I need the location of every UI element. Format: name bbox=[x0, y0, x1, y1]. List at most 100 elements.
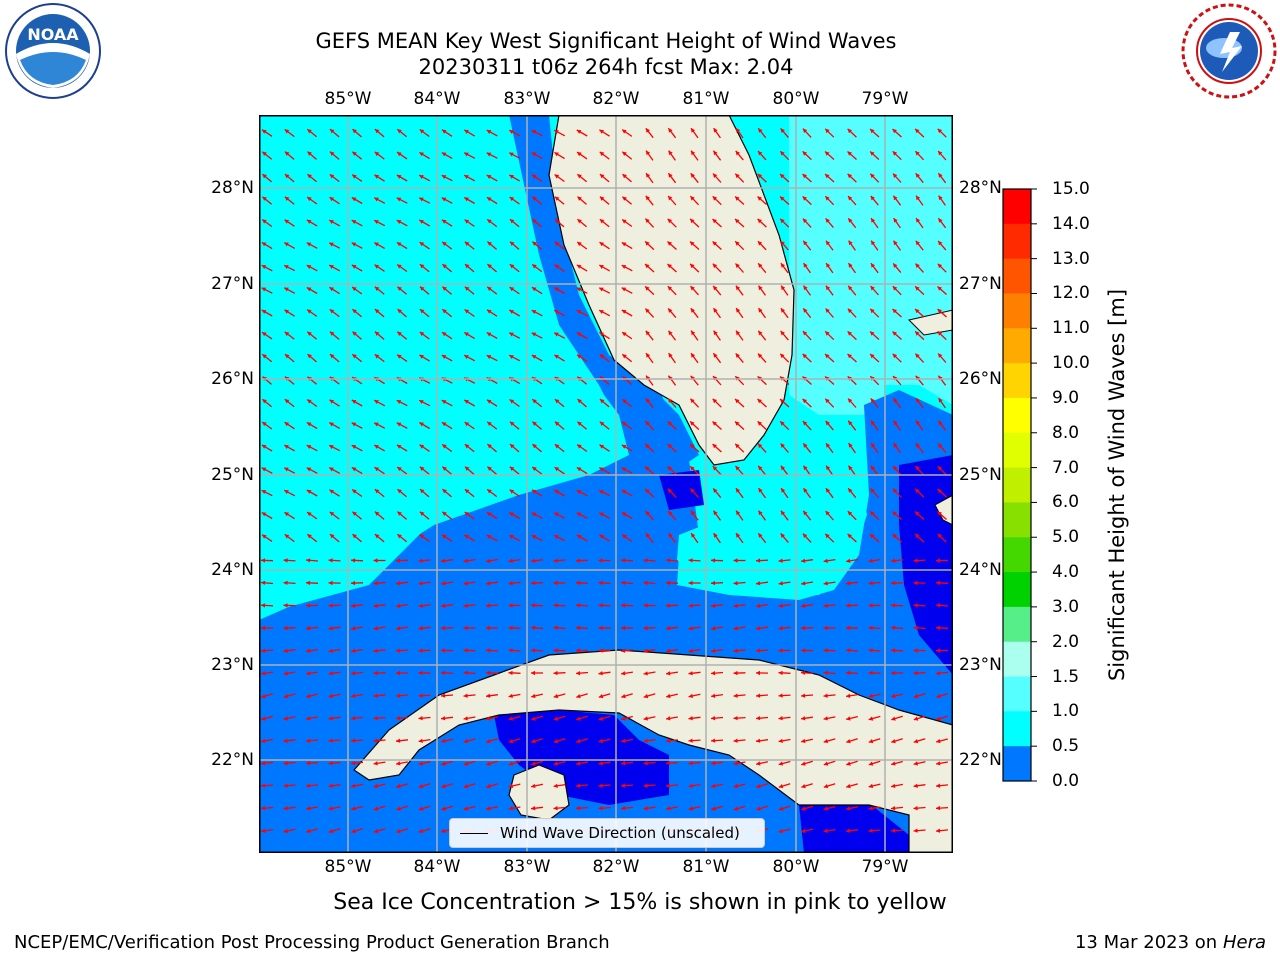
lon-tick-top: 80°W bbox=[772, 89, 820, 109]
wave-arrow-head bbox=[463, 716, 468, 721]
colorbar-segment bbox=[1003, 397, 1031, 434]
wave-arrow-head bbox=[261, 512, 267, 517]
wave-arrow-head bbox=[329, 151, 335, 156]
wave-arrow-head bbox=[532, 399, 537, 404]
colorbar-tick-label: 12.0 bbox=[1052, 283, 1090, 304]
wave-arrow-head bbox=[599, 332, 604, 337]
wave-arrow-head bbox=[847, 308, 853, 314]
wave-arrow-head bbox=[868, 716, 874, 721]
wave-arrow-head bbox=[261, 806, 266, 811]
wave-arrow-head bbox=[554, 241, 560, 246]
wave-arrow-head bbox=[508, 806, 513, 811]
wave-arrow-head bbox=[396, 197, 402, 202]
wave-arrow-head bbox=[374, 511, 380, 516]
wave-arrow-head bbox=[442, 309, 447, 314]
wave-arrow-head bbox=[736, 128, 741, 133]
wave-arrow-head bbox=[846, 693, 851, 698]
wave-arrow-head bbox=[351, 558, 356, 563]
wave-arrow-head bbox=[531, 739, 536, 744]
wave-arrow-head bbox=[307, 331, 312, 336]
wave-arrow-head bbox=[711, 648, 716, 653]
wave-arrow-head bbox=[733, 648, 738, 653]
wave-arrow-head bbox=[668, 308, 673, 313]
wave-arrow-head bbox=[712, 444, 717, 449]
colorbar-tick-label: 1.0 bbox=[1052, 701, 1080, 722]
wave-arrow-head bbox=[261, 603, 266, 608]
wave-arrow-head bbox=[419, 422, 424, 427]
wave-arrow-head bbox=[913, 761, 918, 766]
lat-tick-right: 24°N bbox=[959, 560, 1002, 580]
wave-arrow-head bbox=[848, 465, 853, 471]
wave-arrow-head bbox=[847, 534, 852, 539]
wave-arrow-head bbox=[508, 739, 514, 744]
wave-arrow-head bbox=[261, 671, 266, 676]
wave-arrow-head bbox=[329, 354, 335, 359]
wave-arrow-head bbox=[622, 174, 627, 179]
wave-arrow-head bbox=[893, 398, 898, 403]
wave-arrow-head bbox=[915, 466, 920, 471]
wave-arrow-head bbox=[352, 174, 357, 179]
wave-arrow-head bbox=[464, 175, 469, 179]
wave-arrow-head bbox=[396, 648, 401, 653]
wave-arrow-head bbox=[870, 354, 875, 359]
wave-arrow-head bbox=[284, 265, 289, 269]
wave-arrow-head bbox=[576, 716, 581, 721]
wave-arrow-head bbox=[487, 241, 492, 246]
wave-arrow-head bbox=[870, 398, 875, 403]
wave-arrow-head bbox=[666, 626, 671, 631]
footer-date: 13 Mar 2023 on Hera bbox=[1075, 932, 1266, 953]
wave-arrow-head bbox=[486, 558, 491, 563]
wave-arrow-head bbox=[690, 510, 695, 516]
wave-arrow-head bbox=[351, 445, 357, 449]
wave-arrow-head bbox=[328, 783, 333, 788]
wave-arrow-head bbox=[735, 196, 740, 201]
wave-arrow-head bbox=[396, 603, 401, 608]
wave-arrow-head bbox=[712, 398, 718, 404]
wave-arrow-head bbox=[938, 173, 943, 178]
wave-arrow-head bbox=[373, 716, 378, 721]
wave-arrow-head bbox=[373, 806, 379, 811]
wave-arrow-head bbox=[848, 285, 853, 291]
footer-branch: NCEP/EMC/Verification Post Processing Pr… bbox=[14, 932, 610, 953]
wave-arrow-head bbox=[913, 783, 918, 788]
wave-arrow-head bbox=[666, 806, 671, 811]
wave-arrow-head bbox=[713, 488, 718, 493]
wave-arrow-head bbox=[508, 670, 513, 676]
wave-arrow-head bbox=[352, 534, 357, 539]
wave-arrow-head bbox=[531, 648, 536, 653]
wave-arrow-head bbox=[848, 240, 853, 246]
wave-arrow-head bbox=[420, 286, 425, 291]
wave-arrow-head bbox=[463, 625, 468, 631]
wave-arrow-head bbox=[261, 738, 266, 743]
wave-arrow-head bbox=[848, 196, 853, 201]
wave-arrow-head bbox=[553, 648, 558, 653]
wave-arrow-head bbox=[801, 693, 806, 698]
wave-arrow-head bbox=[846, 670, 851, 676]
wave-arrow-head bbox=[757, 173, 763, 179]
wave-arrow-head bbox=[915, 240, 920, 246]
wave-arrow-head bbox=[690, 488, 695, 493]
wave-arrow-head bbox=[598, 625, 603, 631]
wave-arrow-head bbox=[554, 264, 560, 269]
wave-arrow-head bbox=[823, 648, 828, 653]
wave-arrow-head bbox=[351, 242, 357, 247]
wave-arrow-head bbox=[937, 128, 943, 134]
wave-arrow-head bbox=[891, 625, 896, 630]
wave-arrow-head bbox=[801, 716, 806, 721]
wave-arrow-head bbox=[802, 218, 808, 223]
wave-arrow-head bbox=[758, 488, 763, 493]
wave-arrow-head bbox=[554, 421, 560, 426]
lat-tick-left: 28°N bbox=[211, 178, 254, 198]
wave-arrow-head bbox=[735, 443, 740, 449]
wave-arrow-head bbox=[598, 716, 604, 721]
wave-arrow-head bbox=[936, 738, 941, 744]
wave-arrow-head bbox=[846, 603, 851, 608]
wave-arrow-head bbox=[352, 129, 357, 134]
colorbar-tick-label: 10.0 bbox=[1052, 353, 1090, 374]
wave-arrow-head bbox=[328, 761, 333, 766]
wave-arrow-head bbox=[868, 806, 873, 811]
wave-arrow-head bbox=[848, 443, 853, 448]
wave-arrow-head bbox=[938, 240, 943, 246]
wave-arrow-head bbox=[351, 806, 356, 811]
wave-arrow-head bbox=[780, 421, 785, 426]
